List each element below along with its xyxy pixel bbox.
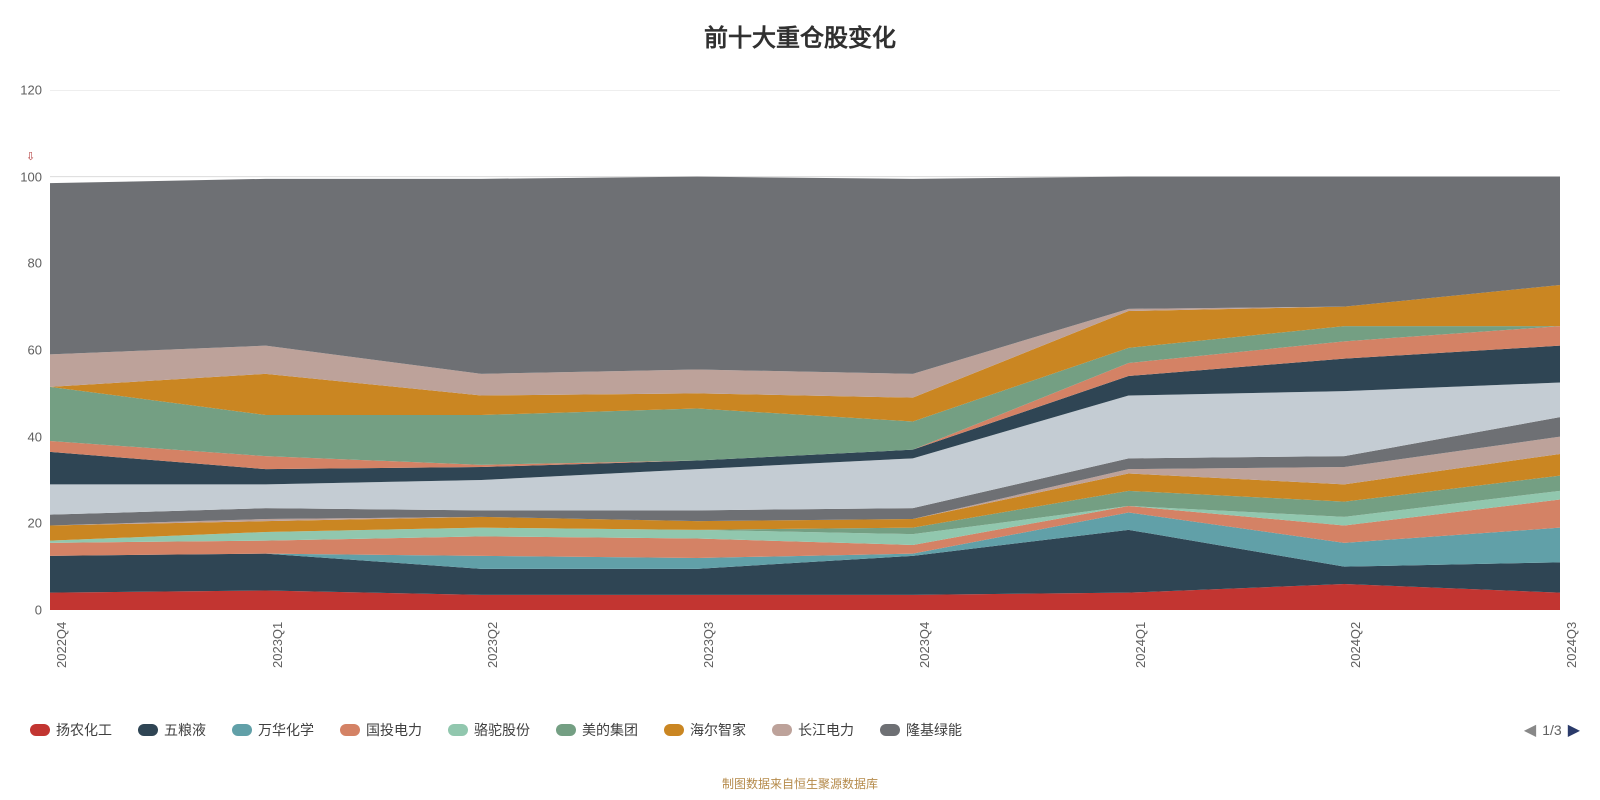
legend-item[interactable]: 五粮液 [138,720,206,740]
y-tick-label: 80 [28,256,42,271]
legend-swatch [138,724,158,736]
legend-swatch [772,724,792,736]
x-tick-label: 2023Q1 [270,622,285,668]
legend-label: 国投电力 [366,720,422,740]
legend-page-indicator: 1/3 [1542,722,1561,738]
legend-pager: ◀ 1/3 ▶ [1514,715,1580,745]
legend-item[interactable]: 国投电力 [340,720,422,740]
legend-item[interactable]: 海尔智家 [664,720,746,740]
legend-swatch [232,724,252,736]
x-tick-label: 2024Q1 [1133,622,1148,668]
y-tick-label: 100 [20,169,42,184]
legend-item[interactable]: 隆基绿能 [880,720,962,740]
x-tick-label: 2024Q3 [1564,622,1579,668]
legend-swatch [664,724,684,736]
legend-label: 海尔智家 [690,720,746,740]
x-tick-label: 2024Q2 [1348,622,1363,668]
legend-label: 骆驼股份 [474,720,530,740]
legend-swatch [30,724,50,736]
x-tick-label: 2023Q2 [485,622,500,668]
y-tick-label: 20 [28,516,42,531]
x-tick-label: 2023Q4 [917,622,932,668]
y-axis: 020406080100120 [0,90,48,610]
legend-label: 长江电力 [798,720,854,740]
legend-next-icon[interactable]: ▶ [1568,720,1580,740]
legend-item[interactable]: 长江电力 [772,720,854,740]
legend-swatch [880,724,900,736]
y-tick-label: 120 [20,83,42,98]
legend-swatch [556,724,576,736]
y-tick-label: 40 [28,429,42,444]
legend-swatch [448,724,468,736]
chart-container: 前十大重仓股变化 ⇩ 020406080100120 2022Q42023Q12… [0,0,1600,800]
legend-item[interactable]: 骆驼股份 [448,720,530,740]
legend-label: 万华化学 [258,720,314,740]
legend-item[interactable]: 美的集团 [556,720,638,740]
y-tick-label: 60 [28,343,42,358]
legend-swatch [340,724,360,736]
legend-item[interactable]: 万华化学 [232,720,314,740]
legend-label: 扬农化工 [56,720,112,740]
legend-label: 美的集团 [582,720,638,740]
data-source-footer: 制图数据来自恒生聚源数据库 [0,775,1600,792]
chart-title: 前十大重仓股变化 [0,0,1600,53]
legend-label: 五粮液 [164,720,206,740]
y-tick-label: 0 [35,603,42,618]
legend-label: 隆基绿能 [906,720,962,740]
legend: 扬农化工 五粮液 万华化学 国投电力 骆驼股份 美的集团 海尔智家 长江电力 隆基绿能 [30,715,1570,745]
x-tick-label: 2023Q3 [701,622,716,668]
stacked-area-chart [50,90,1560,610]
x-tick-label: 2022Q4 [54,622,69,668]
legend-prev-icon[interactable]: ◀ [1524,720,1536,740]
legend-item[interactable]: 扬农化工 [30,720,112,740]
x-axis: 2022Q4 2023Q1 2023Q2 2023Q3 2023Q4 2024Q1 2024… [50,612,1560,692]
